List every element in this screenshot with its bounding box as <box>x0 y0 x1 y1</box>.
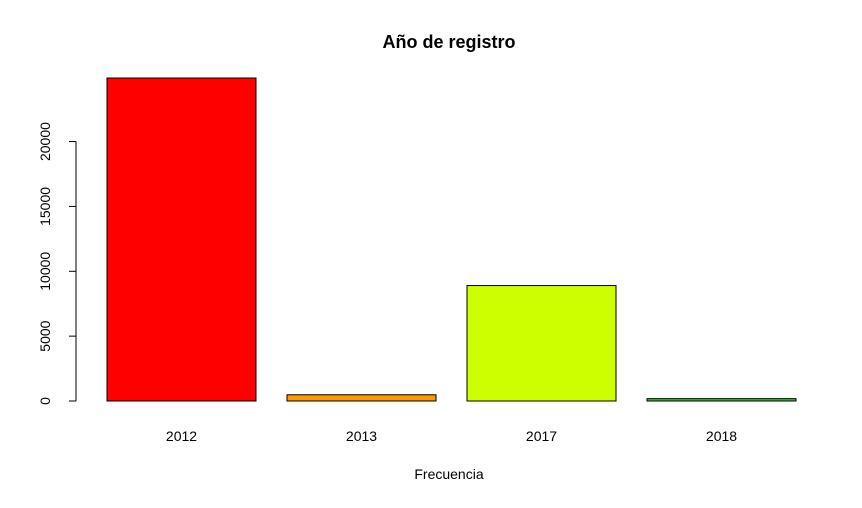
bar-2018 <box>646 398 797 402</box>
x-tick-label: 2017 <box>526 428 557 444</box>
y-axis: 0 5000 10000 15000 20000 <box>37 122 77 405</box>
y-tick-label: 15000 <box>37 187 53 226</box>
y-tick-label: 0 <box>37 397 53 405</box>
bar-2012 <box>106 77 257 402</box>
x-tick-label: 2018 <box>706 428 737 444</box>
y-tick-label: 10000 <box>37 252 53 291</box>
bar-2017 <box>466 285 617 402</box>
y-tick-label: 5000 <box>37 320 53 351</box>
chart-title: Año de registro <box>382 32 515 52</box>
x-axis-tick-labels: 2012 2013 2017 2018 <box>166 428 737 444</box>
y-tick-label: 20000 <box>37 122 53 161</box>
x-tick-label: 2012 <box>166 428 197 444</box>
x-axis-label: Frecuencia <box>414 466 483 482</box>
x-tick-label: 2013 <box>346 428 377 444</box>
bars <box>106 77 797 402</box>
bar-2013 <box>286 394 437 402</box>
